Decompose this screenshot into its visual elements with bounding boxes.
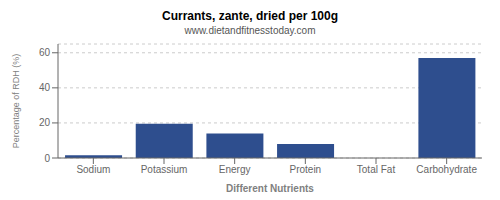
svg-text:20: 20 [39, 117, 51, 128]
svg-text:Energy: Energy [219, 164, 251, 175]
svg-text:Different Nutrients: Different Nutrients [226, 183, 314, 192]
svg-text:0: 0 [44, 153, 50, 164]
svg-text:Percentage of RDH (%): Percentage of RDH (%) [11, 54, 21, 149]
svg-text:Potassium: Potassium [141, 164, 188, 175]
svg-text:40: 40 [39, 82, 51, 93]
svg-text:Protein: Protein [289, 164, 321, 175]
html-text:Currants, zante, dried per 100: Currants, zante, dried per 100g [162, 9, 338, 23]
svg-text:Sodium: Sodium [76, 164, 110, 175]
html-text:www.dietandfitnesstoday.com: www.dietandfitnesstoday.com [184, 25, 316, 36]
svg-text:60: 60 [39, 47, 51, 58]
svg-text:Carbohydrate: Carbohydrate [416, 164, 477, 175]
svg-text:Total Fat: Total Fat [357, 164, 396, 175]
